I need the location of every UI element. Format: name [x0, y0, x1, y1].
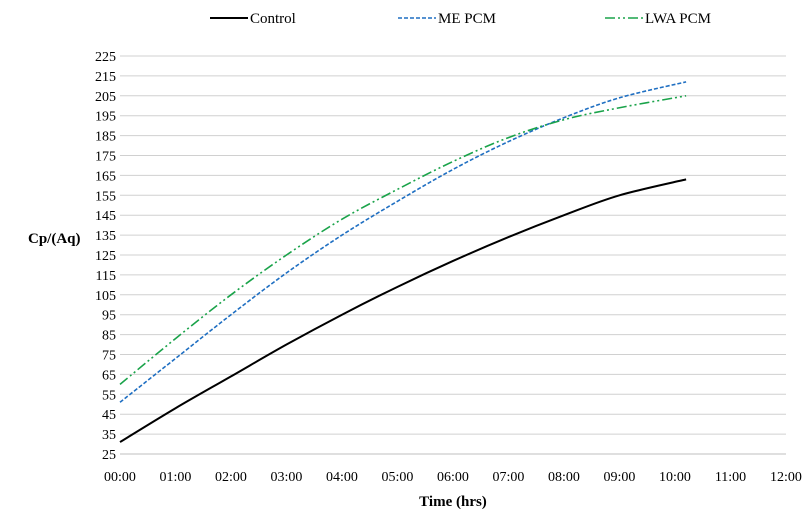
x-tick-label: 04:00 — [326, 470, 358, 485]
y-tick-label: 75 — [102, 349, 116, 364]
series-line-control — [119, 178, 687, 443]
x-tick-label: 00:00 — [104, 470, 136, 485]
y-axis-title: Cp/(Aq) — [28, 231, 81, 247]
y-tick-label: 205 — [95, 90, 116, 105]
y-tick-label: 145 — [95, 209, 116, 224]
y-tick-label: 215 — [95, 70, 116, 85]
y-tick-label: 35 — [102, 428, 116, 443]
y-tick-label: 195 — [95, 110, 116, 125]
legend-label: LWA PCM — [645, 11, 711, 27]
legend-label: ME PCM — [438, 11, 496, 27]
x-tick-label: 10:00 — [659, 470, 691, 485]
y-tick-label: 55 — [102, 388, 116, 403]
x-tick-label: 01:00 — [160, 470, 192, 485]
x-tick-label: 07:00 — [493, 470, 525, 485]
y-tick-label: 165 — [95, 169, 116, 184]
x-axis-title: Time (hrs) — [419, 494, 487, 510]
y-tick-label: 155 — [95, 189, 116, 204]
y-tick-label: 175 — [95, 150, 116, 165]
x-tick-label: 08:00 — [548, 470, 580, 485]
y-axis-ticks: 25 35 45 55 65 75 85 95 105 115 125 135 145 155 165 175… — [95, 50, 116, 463]
x-axis-ticks: 00:00 01:00 02:00 03:00 04:00 05:00 06:00 07:00… — [104, 470, 802, 485]
gridlines — [120, 55, 786, 455]
series-line-me-pcm — [119, 81, 687, 403]
x-tick-label: 06:00 — [437, 470, 469, 485]
x-tick-label: 12:00 — [770, 470, 802, 485]
x-tick-label: 09:00 — [604, 470, 636, 485]
x-tick-label: 03:00 — [271, 470, 303, 485]
y-tick-label: 135 — [95, 229, 116, 244]
y-tick-label: 85 — [102, 329, 116, 344]
legend-label: Control — [250, 11, 296, 27]
legend: Control ME PCM LWA PCM — [210, 11, 711, 27]
x-tick-label: 05:00 — [382, 470, 414, 485]
y-tick-label: 115 — [96, 269, 116, 284]
y-tick-label: 125 — [95, 249, 116, 264]
series-lines — [119, 81, 687, 443]
y-tick-label: 65 — [102, 368, 116, 383]
y-tick-label: 25 — [102, 448, 116, 463]
y-tick-label: 45 — [102, 408, 116, 423]
y-tick-label: 105 — [95, 289, 116, 304]
y-tick-label: 185 — [95, 130, 116, 145]
x-tick-label: 11:00 — [715, 470, 746, 485]
x-tick-label: 02:00 — [215, 470, 247, 485]
series-line-lwa-pcm — [119, 95, 687, 385]
y-tick-label: 225 — [95, 50, 116, 65]
y-tick-label: 95 — [102, 309, 116, 324]
